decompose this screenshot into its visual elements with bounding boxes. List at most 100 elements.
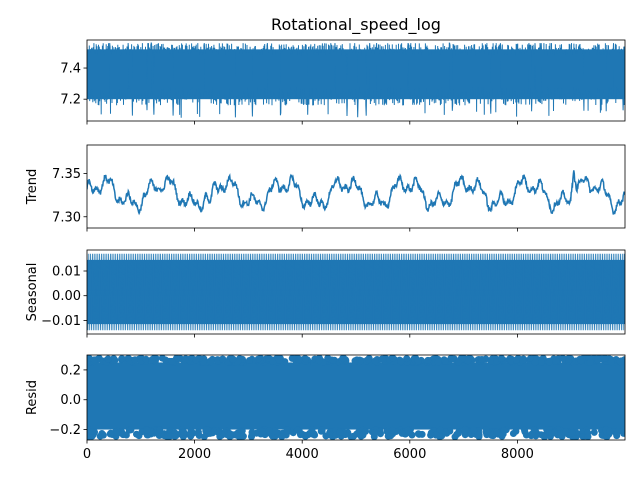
resid-point [310, 430, 318, 438]
observed-ytick-label: 7.4 [60, 62, 81, 77]
resid-point [590, 428, 598, 436]
resid-point [500, 427, 508, 435]
xtick-label: 6000 [393, 447, 426, 462]
panel-seasonal: −0.01 0.00 0.01 Seasonal [25, 249, 626, 338]
resid-point [118, 355, 126, 363]
resid-point [164, 433, 171, 440]
trend-ytick-label: 7.35 [52, 167, 81, 182]
resid-point [104, 355, 112, 363]
resid-point [119, 429, 126, 437]
resid-point [397, 357, 405, 365]
resid-point [156, 426, 163, 434]
resid-ytick-label: −0.2 [49, 423, 81, 438]
resid-point [357, 357, 365, 365]
resid-point [315, 357, 323, 365]
resid-point [531, 358, 539, 366]
xtick-label: 2000 [178, 447, 211, 462]
resid-point [427, 431, 435, 439]
resid-point [461, 426, 469, 434]
panel-trend: 7.30 7.35 Trend [25, 144, 626, 232]
chart-title: Rotational_speed_log [271, 15, 441, 35]
resid-point [404, 426, 412, 434]
resid-point [248, 428, 256, 436]
resid-point [364, 356, 372, 364]
xtick-label: 8000 [501, 447, 534, 462]
resid-point [194, 428, 202, 436]
resid-point [259, 428, 267, 435]
resid-point [521, 426, 528, 434]
resid-point [613, 432, 621, 440]
resid-point [408, 431, 416, 439]
resid-point [181, 356, 189, 364]
resid-point [487, 357, 495, 365]
resid-point [107, 429, 115, 437]
resid-point [187, 427, 195, 435]
resid-point [350, 432, 358, 440]
resid-point [537, 358, 545, 366]
resid-point [550, 429, 558, 437]
resid-point [265, 427, 273, 435]
resid-point [414, 357, 422, 365]
resid-point [362, 427, 370, 435]
resid-point [577, 357, 585, 365]
resid-point [498, 355, 505, 362]
resid-ytick-label: 0.2 [60, 363, 81, 378]
resid-point [207, 358, 215, 366]
resid-point [436, 426, 444, 434]
resid-point [302, 355, 309, 363]
trend-axes-frame [86, 144, 626, 229]
resid-point [586, 358, 594, 366]
resid-point [616, 358, 624, 366]
resid-point [564, 355, 572, 363]
resid-point [455, 358, 463, 366]
resid-point [162, 356, 170, 364]
resid-point [131, 356, 139, 364]
resid-point [509, 430, 517, 437]
resid-point [606, 427, 614, 435]
resid-point [464, 357, 472, 365]
resid-point [568, 429, 576, 437]
resid-point [526, 355, 534, 362]
resid-point [192, 356, 200, 364]
resid-point [322, 432, 330, 440]
resid-point [424, 356, 432, 364]
resid-point [530, 426, 538, 434]
resid-point [607, 358, 615, 366]
seasonal-axes-frame [86, 249, 626, 335]
resid-point [203, 426, 211, 434]
resid-point [512, 356, 520, 364]
observed-series [87, 41, 625, 118]
seasonal-ylabel: Seasonal [25, 263, 40, 322]
resid-point [562, 428, 570, 435]
resid-point [329, 356, 337, 364]
resid-series [87, 355, 625, 440]
observed-line [87, 41, 625, 118]
resid-point [318, 426, 326, 434]
resid-point [432, 431, 440, 439]
resid-point [339, 355, 347, 362]
resid-point [269, 357, 277, 365]
resid-point [552, 357, 560, 365]
resid-point [403, 355, 411, 363]
resid-ytick-label: 0.0 [60, 393, 81, 408]
resid-point [171, 432, 179, 440]
resid-point [441, 357, 449, 365]
seasonal-ytick-label: 0.00 [52, 289, 81, 304]
resid-point [418, 430, 426, 438]
resid-point [239, 432, 247, 440]
resid-ylabel: Resid [25, 380, 40, 415]
resid-point [351, 357, 359, 365]
xtick-label: 0 [83, 447, 91, 462]
resid-point [219, 355, 227, 363]
resid-point [229, 355, 237, 363]
resid-point [90, 356, 98, 364]
seasonal-ytick-label: 0.01 [52, 265, 81, 280]
seasonal-ytick-label: −0.01 [41, 314, 81, 329]
resid-point [371, 357, 379, 365]
seasonal-line [87, 253, 625, 331]
resid-point [226, 430, 234, 438]
seasonal-series [87, 253, 625, 331]
trend-line [87, 170, 625, 216]
resid-point [168, 357, 176, 365]
